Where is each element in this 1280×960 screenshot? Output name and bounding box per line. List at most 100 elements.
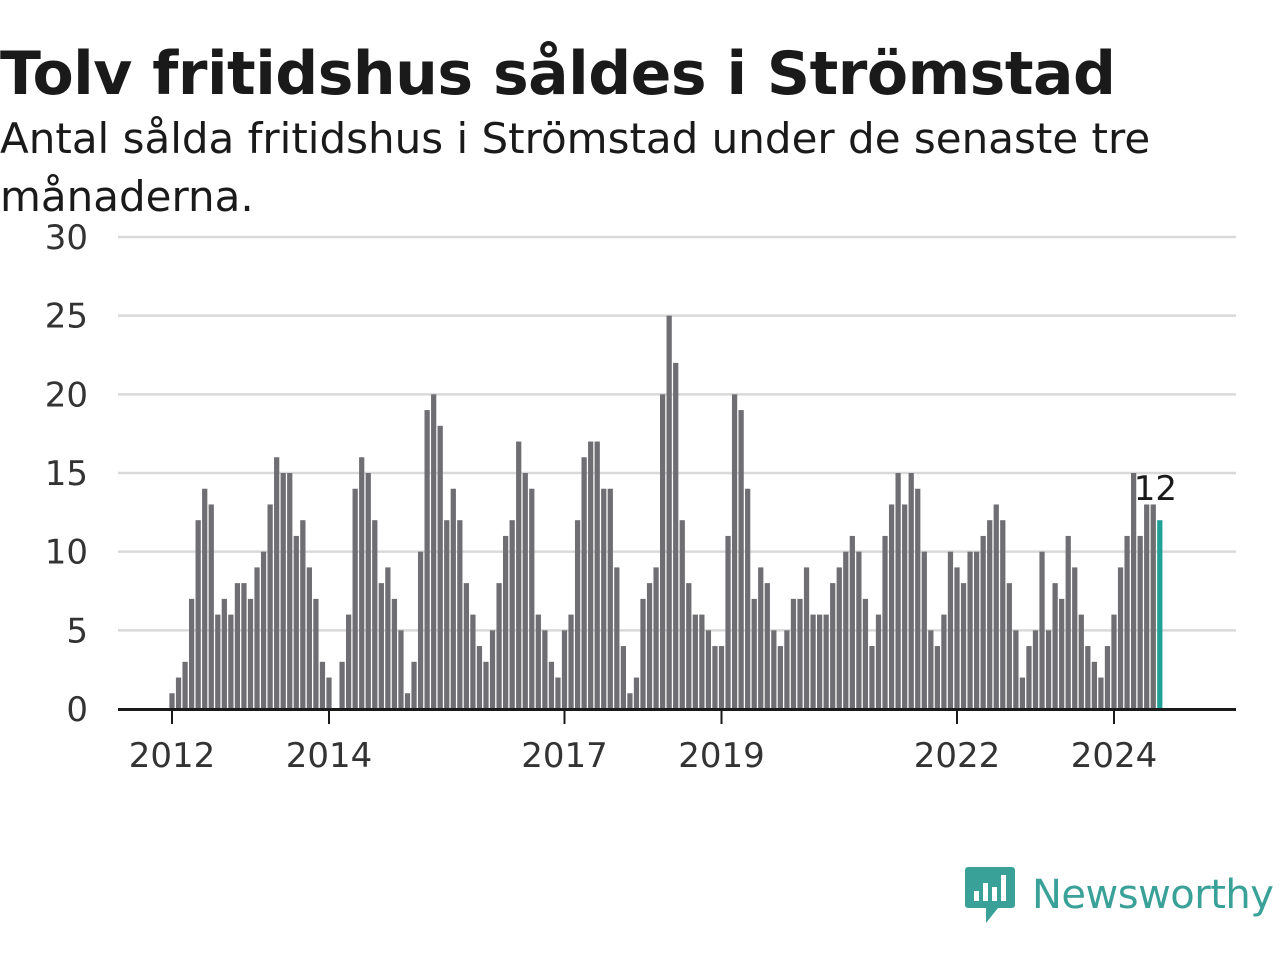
- bar: [496, 583, 502, 709]
- bar: [1078, 614, 1084, 709]
- bar: [247, 598, 254, 709]
- bar: [954, 567, 960, 709]
- bar: [326, 677, 332, 709]
- bar: [503, 535, 509, 709]
- bar: [928, 630, 934, 709]
- bar: [195, 520, 201, 709]
- y-axis: 0 5 10 15 20 25 30: [45, 218, 88, 730]
- bar: [1144, 504, 1150, 709]
- bar: [300, 520, 306, 709]
- bar: [699, 614, 705, 709]
- brand-name: Newsworthy: [1032, 872, 1274, 918]
- bar: [653, 567, 659, 709]
- bar: [784, 630, 790, 709]
- x-tick-label: 2014: [286, 736, 373, 776]
- bar: [1045, 630, 1052, 709]
- bar: [817, 614, 823, 709]
- bar: [888, 504, 895, 709]
- bar: [234, 583, 241, 709]
- y-tick-label: 15: [45, 454, 88, 494]
- bar: [431, 394, 437, 709]
- bar: [574, 520, 581, 709]
- bar: [417, 551, 424, 709]
- bar: [306, 567, 312, 709]
- bar: [934, 646, 940, 709]
- bar: [1098, 677, 1104, 709]
- bar: [823, 614, 829, 709]
- bar: [385, 567, 391, 709]
- bar: [771, 630, 777, 709]
- bar: [993, 504, 999, 709]
- newsworthy-logo: Newsworthy: [964, 864, 1274, 926]
- bar: [862, 598, 869, 709]
- bar: [902, 504, 908, 709]
- bar: [267, 504, 273, 709]
- y-tick-label: 25: [45, 297, 88, 337]
- bar: [960, 583, 967, 709]
- bar: [339, 661, 345, 709]
- bar: [731, 394, 738, 709]
- bar: [444, 520, 450, 709]
- bar: [679, 520, 685, 709]
- bar: [673, 362, 679, 709]
- bar: [1085, 646, 1091, 709]
- bar: [758, 567, 764, 709]
- bar: [1059, 598, 1065, 709]
- bar: [967, 551, 973, 709]
- bar: [287, 473, 293, 709]
- bar: [738, 410, 744, 709]
- bar: [372, 520, 378, 709]
- bar: [1137, 535, 1143, 709]
- bar: [319, 661, 326, 709]
- bar: [830, 583, 836, 709]
- bar: [378, 583, 384, 709]
- bar: [398, 630, 404, 709]
- bar: [849, 535, 855, 709]
- bar: [450, 488, 456, 709]
- bar: [359, 457, 365, 709]
- bar: [1150, 504, 1156, 709]
- bar: [437, 425, 443, 709]
- x-tick-label: 2012: [129, 736, 216, 776]
- bar: [836, 567, 842, 709]
- bar: [346, 614, 352, 709]
- bar: [169, 693, 175, 709]
- bar: [215, 614, 221, 709]
- bar: [1006, 583, 1012, 709]
- bar: [483, 661, 489, 709]
- bar: [660, 394, 666, 709]
- bar-latest: [1157, 520, 1163, 709]
- bar: [646, 583, 653, 709]
- bar: [1019, 677, 1026, 709]
- bar: [620, 646, 626, 709]
- bar: [202, 488, 208, 709]
- bar: [1032, 630, 1039, 709]
- bar: [1131, 473, 1137, 709]
- x-tick-label: 2022: [914, 736, 1001, 776]
- bar: [764, 583, 770, 709]
- bar: [274, 457, 280, 709]
- bar-chart-speech-bubble-icon: [965, 867, 1015, 923]
- bar: [228, 614, 234, 709]
- y-tick-label: 20: [45, 375, 88, 415]
- bar: [424, 410, 430, 709]
- bar: [189, 598, 195, 709]
- bar: [411, 661, 417, 709]
- bar: [718, 646, 725, 709]
- bar: [745, 488, 751, 709]
- bar: [529, 488, 535, 709]
- x-axis: 2012 2014 2017 2019 2022 2024: [129, 709, 1157, 776]
- bar: [843, 551, 849, 709]
- bar: [974, 551, 980, 709]
- bar: [365, 473, 371, 709]
- bar: [1039, 551, 1045, 709]
- bar: [790, 598, 797, 709]
- bar: [555, 677, 561, 709]
- bar: [1000, 520, 1006, 709]
- bar: [1117, 567, 1124, 709]
- bar: [640, 598, 646, 709]
- x-tick-label: 2017: [521, 736, 608, 776]
- bar: [666, 315, 672, 709]
- bar: [633, 677, 640, 709]
- x-tick-label: 2019: [678, 736, 765, 776]
